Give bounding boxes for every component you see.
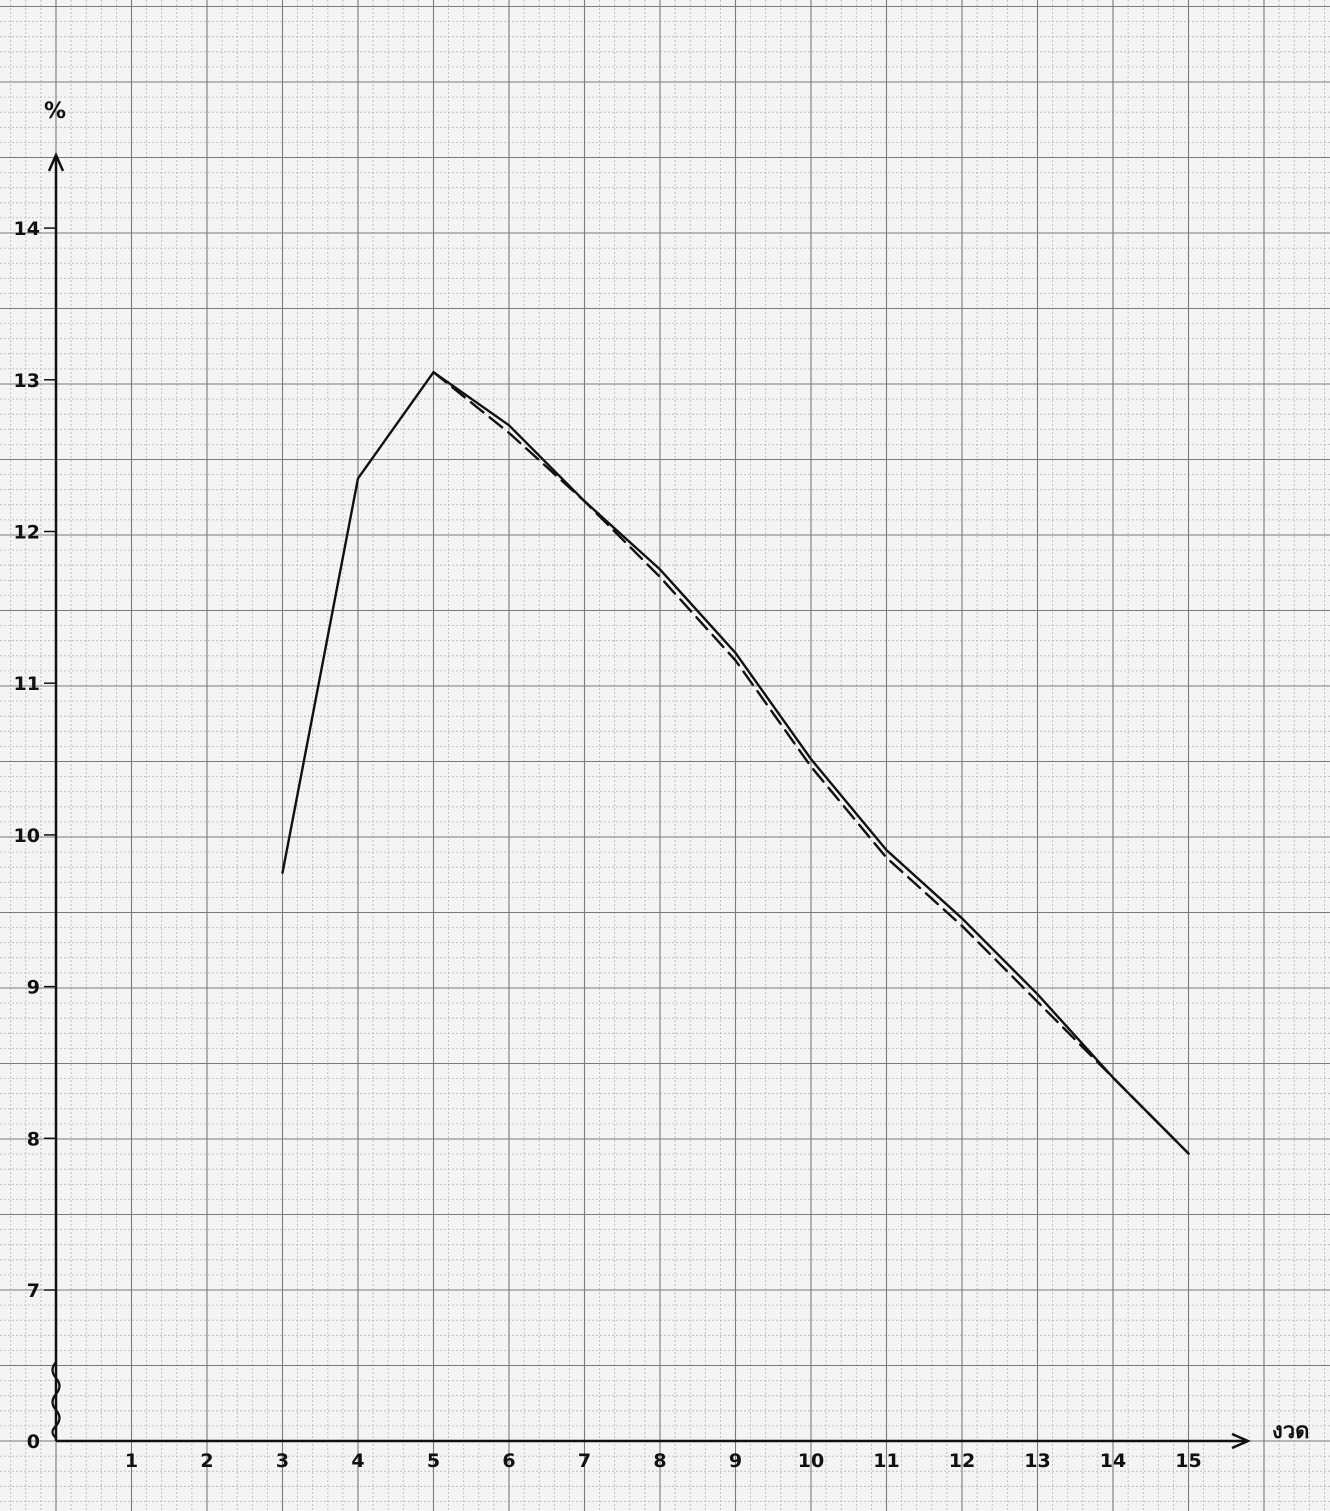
x-tick-label: 15 xyxy=(1175,1450,1201,1472)
x-tick-label: 5 xyxy=(427,1450,440,1472)
y-tick-label: 10 xyxy=(14,825,40,847)
series-dashed-line xyxy=(432,371,1190,1155)
x-tick-label: 3 xyxy=(276,1450,289,1472)
x-tick-label: 9 xyxy=(729,1450,742,1472)
x-tick-label: 14 xyxy=(1100,1450,1126,1472)
y-tick-label: 14 xyxy=(14,218,40,240)
x-tick-label: 2 xyxy=(200,1450,213,1472)
y-tick-label: 12 xyxy=(14,522,40,544)
series-lines xyxy=(281,371,1190,1155)
y-axis-arrow xyxy=(47,151,65,172)
x-axis-label: งวด xyxy=(1272,1419,1309,1444)
x-tick-label: 10 xyxy=(798,1450,824,1472)
y-axis-label: % xyxy=(44,99,66,124)
x-tick-label: 8 xyxy=(653,1450,666,1472)
y-tick-label: 7 xyxy=(27,1280,40,1302)
x-tick-label: 12 xyxy=(949,1450,975,1472)
x-tick-label: 11 xyxy=(873,1450,899,1472)
x-tick-label: 6 xyxy=(502,1450,515,1472)
y-tick-label: 9 xyxy=(27,977,40,999)
y-axis-break xyxy=(51,1361,61,1439)
y-tick-label: 11 xyxy=(14,673,40,695)
x-tick-label: 1 xyxy=(125,1450,138,1472)
x-axis-arrow xyxy=(1231,1432,1252,1450)
x-tick-label: 13 xyxy=(1024,1450,1050,1472)
axes xyxy=(47,151,1252,1450)
x-tick-label: 4 xyxy=(351,1450,364,1472)
x-tick-label: 7 xyxy=(578,1450,591,1472)
y-tick-label: 13 xyxy=(14,370,40,392)
y-tick-label: 0 xyxy=(27,1431,40,1453)
y-tick-label: 8 xyxy=(27,1128,40,1150)
